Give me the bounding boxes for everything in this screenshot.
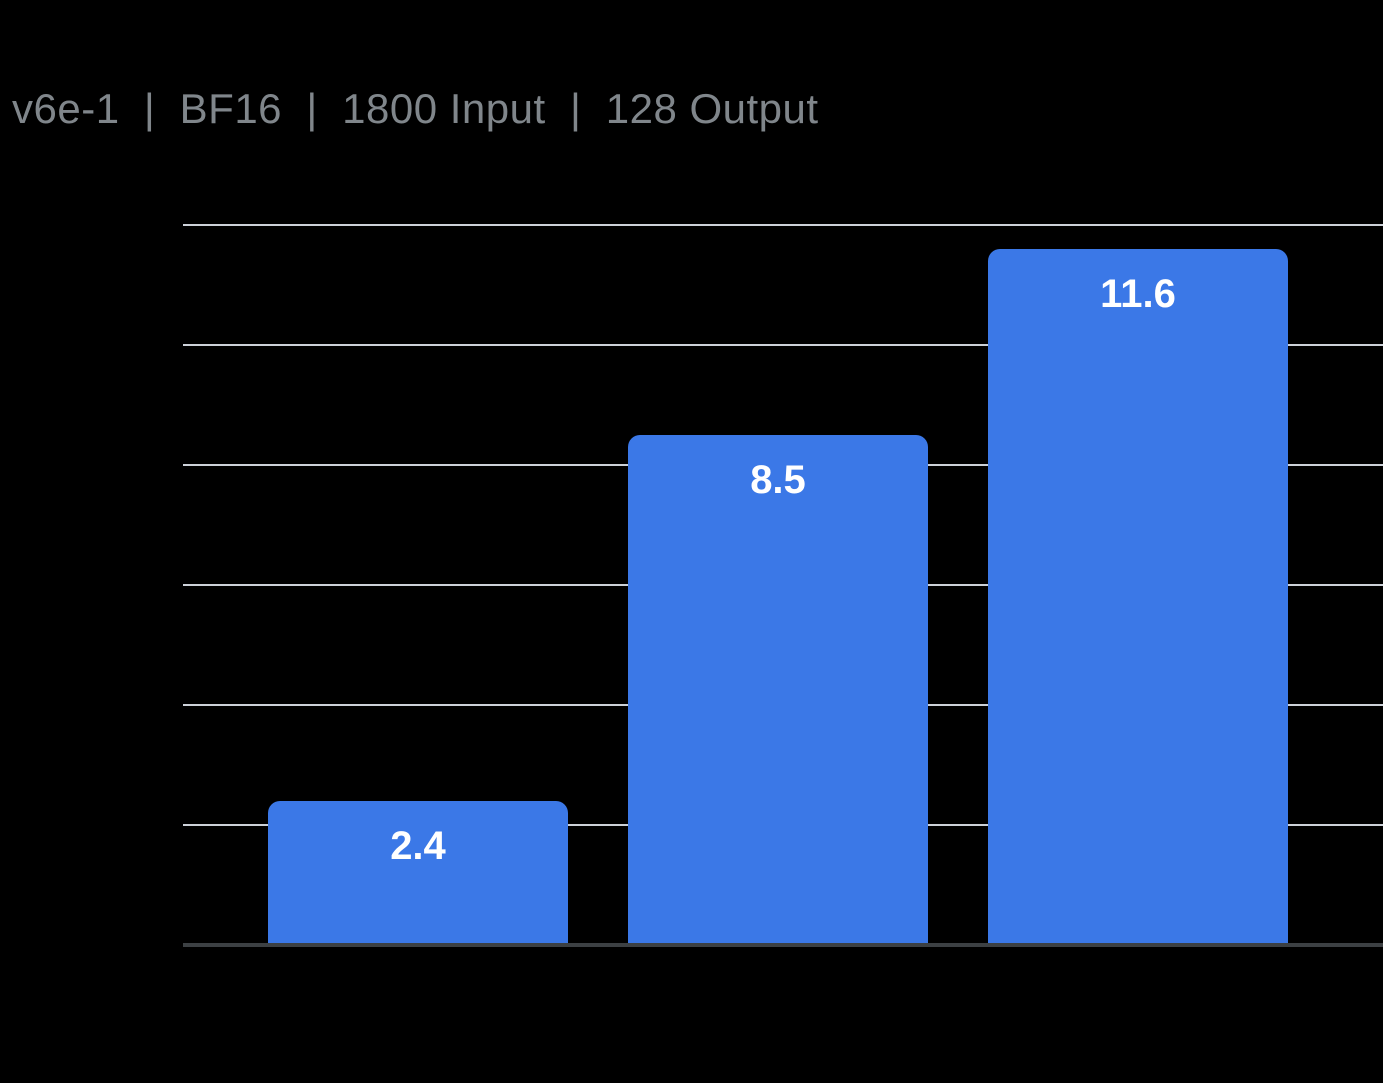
bar: 11.6 bbox=[988, 249, 1288, 945]
bar: 8.5 bbox=[628, 435, 928, 945]
gridline bbox=[183, 344, 1383, 346]
bar-value-label: 11.6 bbox=[1100, 272, 1176, 316]
plot-area: 2.4 8.5 11.6 bbox=[183, 224, 1383, 947]
bar-value-label: 2.4 bbox=[390, 824, 446, 868]
gridline bbox=[183, 224, 1383, 226]
bar-value-label: 8.5 bbox=[750, 458, 806, 502]
x-axis-line bbox=[183, 943, 1383, 947]
chart-title: v6e-1 | BF16 | 1800 Input | 128 Output bbox=[12, 85, 819, 132]
bar: 2.4 bbox=[268, 801, 568, 945]
